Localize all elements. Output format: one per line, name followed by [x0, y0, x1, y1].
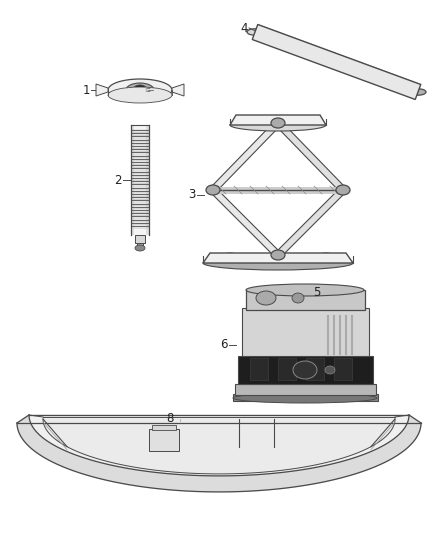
Bar	[246, 290, 365, 310]
Bar	[146, 125, 149, 235]
Polygon shape	[252, 25, 421, 100]
Ellipse shape	[271, 250, 285, 260]
Bar	[242, 308, 369, 356]
Ellipse shape	[410, 89, 426, 95]
Polygon shape	[211, 120, 280, 192]
Ellipse shape	[247, 29, 263, 35]
Ellipse shape	[256, 291, 276, 305]
Bar	[238, 356, 373, 384]
Polygon shape	[276, 188, 346, 257]
Polygon shape	[43, 417, 395, 474]
Bar	[131, 125, 134, 235]
Bar	[331, 298, 359, 336]
Polygon shape	[276, 120, 346, 192]
Polygon shape	[29, 415, 409, 476]
Polygon shape	[230, 115, 326, 125]
Ellipse shape	[381, 78, 389, 82]
Text: 6: 6	[220, 338, 228, 351]
Polygon shape	[96, 84, 108, 96]
Ellipse shape	[133, 85, 147, 95]
Bar	[355, 298, 359, 336]
Ellipse shape	[203, 256, 353, 270]
Bar	[149, 429, 179, 451]
Ellipse shape	[331, 330, 359, 342]
Text: 4: 4	[240, 21, 248, 35]
Text: 8: 8	[166, 411, 174, 424]
Ellipse shape	[108, 87, 172, 103]
Ellipse shape	[293, 361, 317, 379]
Ellipse shape	[359, 70, 367, 74]
Ellipse shape	[313, 53, 321, 56]
Text: 2: 2	[114, 174, 122, 187]
Ellipse shape	[108, 79, 172, 101]
Bar	[135, 235, 145, 243]
Polygon shape	[211, 188, 280, 257]
Polygon shape	[131, 125, 149, 235]
Polygon shape	[235, 384, 376, 395]
Bar	[250, 358, 268, 380]
Bar	[334, 358, 352, 380]
Polygon shape	[17, 415, 421, 492]
Text: 3: 3	[189, 189, 196, 201]
Bar	[137, 243, 143, 248]
Ellipse shape	[336, 61, 344, 65]
Ellipse shape	[290, 45, 298, 48]
Ellipse shape	[270, 254, 286, 260]
Text: 5: 5	[313, 286, 320, 298]
Text: 1: 1	[82, 84, 90, 96]
Ellipse shape	[221, 253, 239, 261]
Ellipse shape	[126, 83, 154, 97]
Ellipse shape	[233, 393, 377, 403]
Ellipse shape	[246, 284, 364, 296]
Bar	[306, 358, 324, 380]
Bar	[278, 358, 296, 380]
Ellipse shape	[325, 366, 335, 374]
Ellipse shape	[292, 293, 304, 303]
Ellipse shape	[331, 293, 359, 304]
Ellipse shape	[271, 118, 285, 128]
Bar	[152, 425, 176, 430]
Ellipse shape	[135, 245, 145, 251]
Bar	[331, 298, 335, 336]
Ellipse shape	[230, 119, 326, 131]
Polygon shape	[203, 253, 353, 263]
Ellipse shape	[336, 185, 350, 195]
Polygon shape	[233, 394, 378, 401]
Polygon shape	[252, 35, 417, 100]
Ellipse shape	[267, 36, 276, 40]
Polygon shape	[172, 84, 184, 96]
Ellipse shape	[206, 185, 220, 195]
Ellipse shape	[317, 253, 335, 261]
